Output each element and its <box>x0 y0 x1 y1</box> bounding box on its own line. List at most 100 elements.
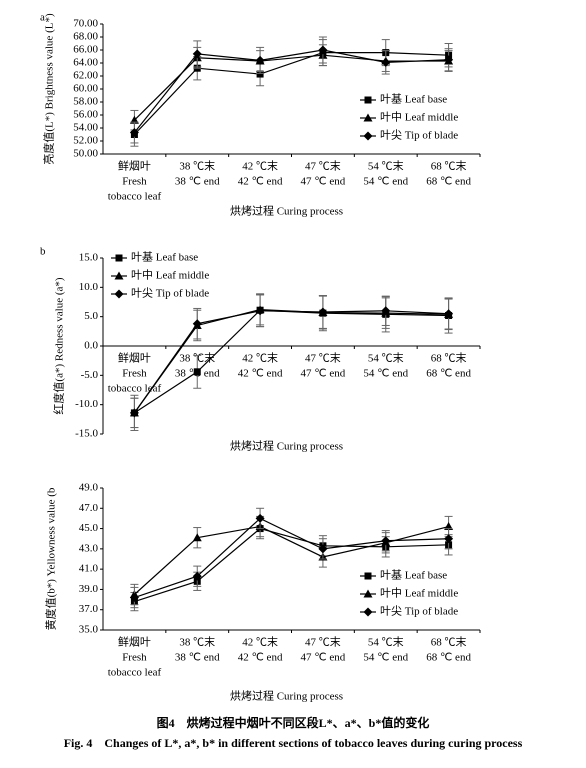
x-tick-label: Fresh <box>122 176 147 188</box>
x-tick-label: Fresh <box>122 368 147 380</box>
legend-label: 叶基 Leaf base <box>380 569 447 582</box>
x-tick-label: 54 ℃末 <box>368 635 404 649</box>
marker <box>318 544 328 554</box>
x-axis-title: 烘烤过程 Curing process <box>230 689 343 703</box>
x-tick-label: 鲜烟叶 <box>118 351 151 365</box>
x-tick-label: 54 ℃ end <box>363 368 408 380</box>
x-tick-label: tobacco leaf <box>108 191 162 203</box>
x-tick-label: 47 ℃ end <box>301 176 346 188</box>
x-axis-title: 烘烤过程 Curing process <box>230 439 343 453</box>
x-tick-label: 68 ℃ end <box>426 652 471 664</box>
y-tick-label: 52.00 <box>73 135 98 147</box>
x-tick-label: 38 ℃ end <box>175 652 220 664</box>
marker <box>444 522 454 531</box>
y-tick-label: 49.0 <box>79 482 99 494</box>
legend-marker <box>114 271 124 280</box>
legend-marker <box>364 572 372 580</box>
y-tick-label: -10.0 <box>75 398 98 410</box>
x-tick-label: 42 ℃ end <box>238 652 283 664</box>
x-tick-label: 54 ℃末 <box>368 159 404 173</box>
y-tick-label: 37.0 <box>79 603 99 615</box>
y-tick-label: 60.00 <box>73 83 98 95</box>
panel-label: a <box>40 12 45 24</box>
y-tick-label: 45.0 <box>79 522 99 534</box>
y-axis-title: 黄度值(b*) Yellowness value (b <box>44 487 58 630</box>
y-tick-label: 47.0 <box>79 502 99 514</box>
legend-label: 叶尖 Tip of blade <box>380 605 458 618</box>
y-tick-label: -15.0 <box>75 428 98 440</box>
x-tick-label: 38 ℃末 <box>179 635 215 649</box>
x-tick-label: 38 ℃ end <box>175 176 220 188</box>
legend-label: 叶中 Leaf middle <box>380 111 458 124</box>
marker <box>255 55 265 65</box>
x-tick-label: 鲜烟叶 <box>118 635 151 649</box>
y-tick-label: 35.0 <box>79 624 99 636</box>
x-tick-label: 54 ℃ end <box>363 652 408 664</box>
y-tick-label: 68.00 <box>73 31 98 43</box>
legend-marker <box>363 607 373 617</box>
marker <box>129 128 139 138</box>
x-tick-label: 42 ℃末 <box>242 635 278 649</box>
y-axis-title: 亮度值(L*) Brightness value (L*) <box>42 13 56 165</box>
legend-label: 叶基 Leaf base <box>380 93 447 106</box>
marker <box>129 593 139 603</box>
marker <box>444 309 454 319</box>
series-line <box>133 310 449 414</box>
x-tick-label: tobacco leaf <box>108 667 162 679</box>
x-tick-label: 42 ℃ end <box>238 176 283 188</box>
x-tick-label: 42 ℃末 <box>242 159 278 173</box>
marker <box>193 368 201 376</box>
y-tick-label: 10.0 <box>79 281 99 293</box>
y-tick-label: 41.0 <box>79 563 99 575</box>
marker <box>192 319 202 329</box>
y-tick-label: 64.00 <box>73 57 98 69</box>
legend-marker <box>363 113 373 122</box>
x-tick-label: 42 ℃末 <box>242 351 278 365</box>
x-tick-label: 68 ℃末 <box>431 635 467 649</box>
series-line <box>133 52 449 135</box>
x-tick-label: 54 ℃ end <box>363 176 408 188</box>
marker <box>381 57 391 67</box>
legend-marker <box>115 254 123 262</box>
caption-zh: 图4 烘烤过程中烟叶不同区段L*、a*、b*值的变化 <box>157 715 430 730</box>
marker <box>381 306 391 316</box>
x-tick-label: 68 ℃末 <box>431 159 467 173</box>
x-tick-label: Fresh <box>122 652 147 664</box>
legend-label: 叶中 Leaf middle <box>131 269 209 282</box>
series-line <box>134 517 449 599</box>
legend-marker <box>363 131 373 141</box>
marker <box>444 534 454 544</box>
legend-label: 叶基 Leaf base <box>131 251 198 264</box>
x-tick-label: 47 ℃末 <box>305 159 341 173</box>
series-line <box>134 527 449 603</box>
legend-label: 叶尖 Tip of blade <box>131 287 209 300</box>
y-tick-label: 15.0 <box>79 252 99 264</box>
marker <box>129 408 139 418</box>
marker <box>318 307 328 317</box>
y-tick-label: 39.0 <box>79 583 99 595</box>
y-tick-label: 56.00 <box>73 109 98 121</box>
y-tick-label: 54.00 <box>73 122 98 134</box>
y-tick-label: 5.0 <box>84 310 98 322</box>
marker <box>381 536 391 546</box>
x-tick-label: 鲜烟叶 <box>118 159 151 173</box>
marker <box>192 571 202 581</box>
legend-marker <box>114 289 124 299</box>
marker <box>192 533 202 542</box>
legend-label: 叶中 Leaf middle <box>380 587 458 600</box>
legend-marker <box>363 589 373 598</box>
marker <box>255 306 265 316</box>
legend-label: 叶尖 Tip of blade <box>380 129 458 142</box>
marker <box>192 49 202 59</box>
caption-en: Fig. 4 Changes of L*, a*, b* in differen… <box>64 736 523 750</box>
y-tick-label: 43.0 <box>79 542 99 554</box>
y-tick-label: 66.00 <box>73 44 98 56</box>
x-tick-label: 47 ℃ end <box>301 652 346 664</box>
marker <box>256 70 264 78</box>
series-line <box>133 49 449 133</box>
y-tick-label: 58.00 <box>73 96 98 108</box>
x-tick-label: 54 ℃末 <box>368 351 404 365</box>
series-line <box>133 54 449 121</box>
